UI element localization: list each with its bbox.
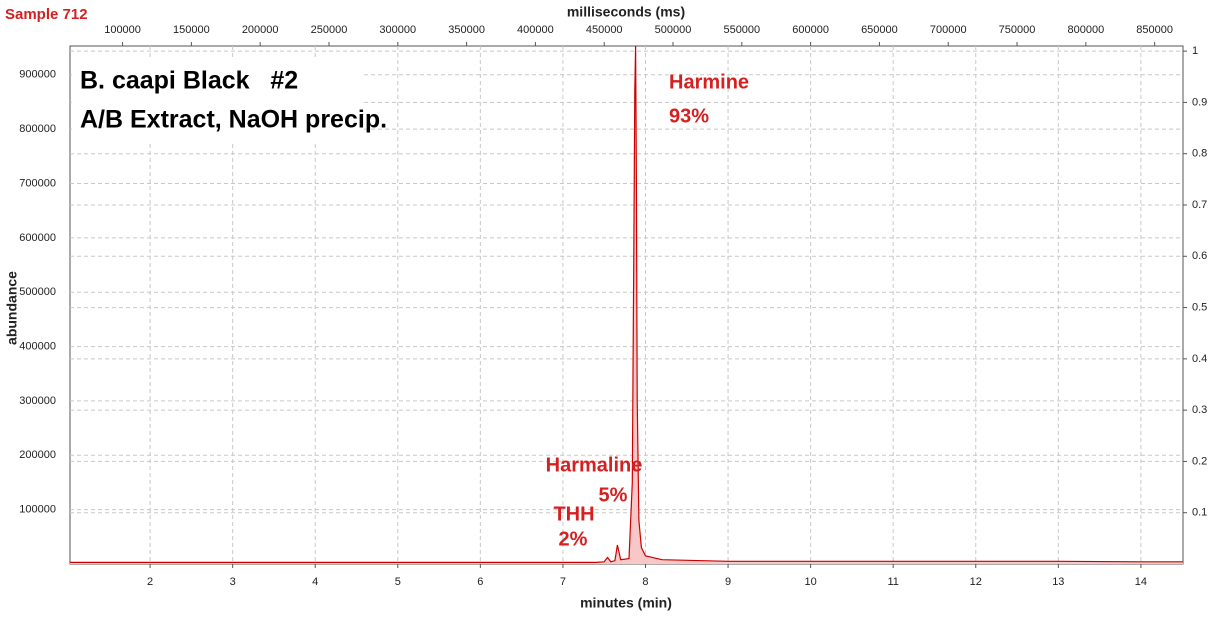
peak-annotation: 5% xyxy=(599,484,628,506)
x2-tick-label: 600000 xyxy=(792,24,829,36)
x-tick-label: 2 xyxy=(147,576,153,588)
y-tick-label: 400000 xyxy=(19,340,56,352)
x2-tick-label: 400000 xyxy=(517,24,554,36)
x-tick-label: 9 xyxy=(725,576,731,588)
peak-annotation: 93% xyxy=(669,105,709,127)
x2-tick-label: 650000 xyxy=(861,24,898,36)
y2-tick-label: 1 xyxy=(1192,45,1198,57)
y2-tick-label: 0.2 xyxy=(1192,455,1207,467)
y-tick-label: 500000 xyxy=(19,286,56,298)
x2-tick-label: 100000 xyxy=(104,24,141,36)
y-tick-label: 600000 xyxy=(19,232,56,244)
y2-tick-label: 0.9 xyxy=(1192,96,1207,108)
peak-annotation: Harmine xyxy=(669,71,749,93)
sample-label: Sample 712 xyxy=(5,6,88,23)
y-tick-label: 700000 xyxy=(19,177,56,189)
trace-line xyxy=(70,45,1183,563)
x2-axis-label: milliseconds (ms) xyxy=(567,4,685,20)
x2-tick-label: 800000 xyxy=(1067,24,1104,36)
x-axis-label: minutes (min) xyxy=(580,595,672,611)
x-tick-label: 7 xyxy=(560,576,566,588)
x2-tick-label: 750000 xyxy=(999,24,1036,36)
peak-annotation: THH xyxy=(553,503,594,525)
x2-tick-label: 500000 xyxy=(655,24,692,36)
x2-tick-label: 850000 xyxy=(1136,24,1173,36)
y2-tick-label: 0.5 xyxy=(1192,301,1207,313)
y2-tick-label: 0.1 xyxy=(1192,507,1207,519)
x2-tick-label: 300000 xyxy=(379,24,416,36)
peak-annotation: Harmaline xyxy=(546,454,643,476)
y-axis-label: abundance xyxy=(4,271,20,345)
y-tick-label: 900000 xyxy=(19,69,56,81)
x2-tick-label: 250000 xyxy=(311,24,348,36)
y-tick-label: 100000 xyxy=(19,504,56,516)
y-tick-label: 200000 xyxy=(19,449,56,461)
x-tick-label: 14 xyxy=(1135,576,1147,588)
y2-tick-label: 0.6 xyxy=(1192,250,1207,262)
x2-tick-label: 450000 xyxy=(586,24,623,36)
x-tick-label: 6 xyxy=(477,576,483,588)
x-tick-label: 8 xyxy=(642,576,648,588)
x-tick-label: 5 xyxy=(395,576,401,588)
y2-tick-label: 0.3 xyxy=(1192,404,1207,416)
x2-tick-label: 350000 xyxy=(448,24,485,36)
peak-annotation: 2% xyxy=(559,528,588,550)
x2-tick-label: 700000 xyxy=(930,24,967,36)
y2-tick-label: 0.8 xyxy=(1192,148,1207,160)
x-tick-label: 4 xyxy=(312,576,318,588)
x-tick-label: 3 xyxy=(230,576,236,588)
title-box xyxy=(72,58,362,142)
x-tick-label: 13 xyxy=(1052,576,1064,588)
x2-tick-label: 550000 xyxy=(723,24,760,36)
chart-title: B. caapi Black #2 xyxy=(80,67,298,95)
y2-tick-label: 0.7 xyxy=(1192,199,1207,211)
x-tick-label: 10 xyxy=(804,576,816,588)
y-tick-label: 800000 xyxy=(19,123,56,135)
y2-tick-label: 0.4 xyxy=(1192,353,1207,365)
chart-subtitle: A/B Extract, NaOH precip. xyxy=(80,106,387,134)
y-tick-label: 300000 xyxy=(19,395,56,407)
x2-tick-label: 200000 xyxy=(242,24,279,36)
x-tick-label: 11 xyxy=(887,576,898,588)
x-tick-label: 12 xyxy=(970,576,982,588)
x2-tick-label: 150000 xyxy=(173,24,210,36)
